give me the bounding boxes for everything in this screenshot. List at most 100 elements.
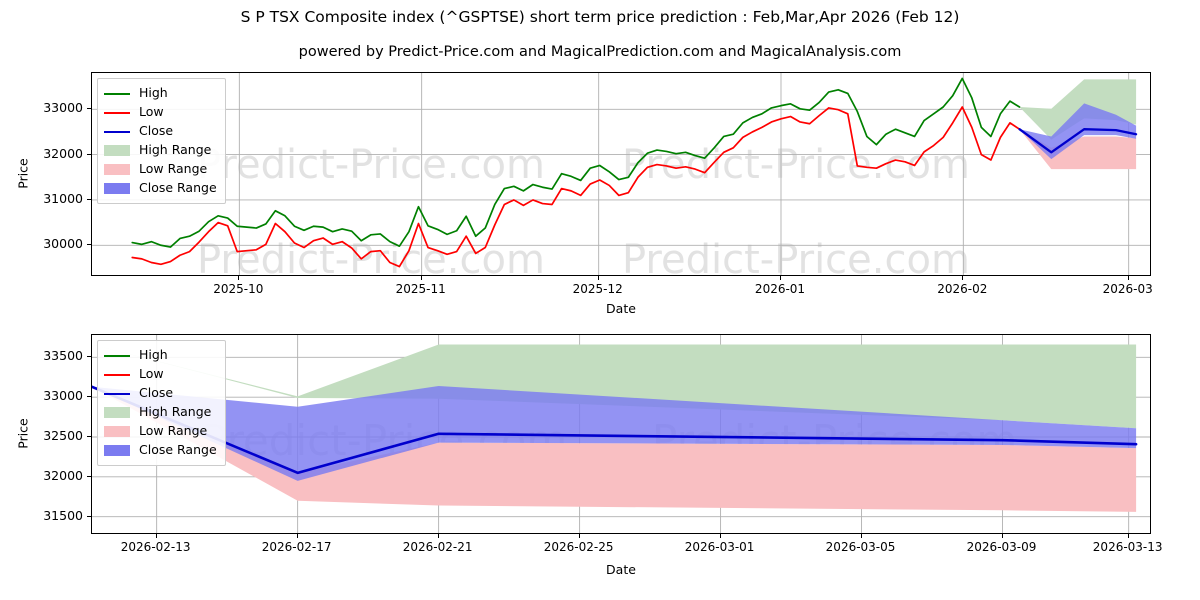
legend-line-swatch bbox=[104, 111, 130, 114]
y-axis-tick-mark bbox=[87, 396, 91, 398]
y-axis-tick-mark bbox=[87, 108, 91, 110]
close-series-line bbox=[92, 385, 1138, 475]
high-series-line bbox=[131, 77, 1021, 248]
y-axis-tick-mark bbox=[87, 356, 91, 358]
low-range-band bbox=[1019, 129, 1137, 170]
y-axis-tick-label: 33500 bbox=[43, 348, 83, 364]
legend-item: High bbox=[104, 84, 217, 103]
legend-item-label: Close Range bbox=[139, 442, 217, 458]
legend-patch-swatch bbox=[104, 445, 130, 456]
x-axis-label-bottom: Date bbox=[606, 562, 636, 577]
x-axis-tick-label: 2025-10 bbox=[213, 282, 264, 296]
legend-item-label: High Range bbox=[139, 404, 212, 420]
legend-item-label: Low Range bbox=[139, 423, 208, 439]
y-axis-tick-label: 32000 bbox=[43, 145, 83, 161]
legend-item: High Range bbox=[104, 403, 217, 422]
x-axis-tick-mark bbox=[296, 534, 298, 538]
legend-top: High Low Close High Range Low Range Close Ran… bbox=[97, 78, 226, 204]
x-axis-tick-mark bbox=[155, 534, 157, 538]
legend-patch-swatch bbox=[104, 183, 130, 194]
legend-item: High bbox=[104, 346, 217, 365]
y-axis-tick-label: 30000 bbox=[43, 236, 83, 252]
y-axis-tick-mark bbox=[87, 198, 91, 200]
watermark: Predict-Price.com bbox=[197, 237, 545, 276]
low-series-line bbox=[131, 106, 1021, 268]
y-axis-tick-mark bbox=[87, 515, 91, 517]
legend-item: Low Range bbox=[104, 422, 217, 441]
x-axis-tick-mark bbox=[1001, 534, 1003, 538]
legend-item-label: Low bbox=[139, 104, 164, 120]
low-range-band bbox=[92, 386, 1137, 512]
legend-line-swatch bbox=[104, 92, 130, 95]
x-axis-tick-mark bbox=[238, 276, 240, 280]
x-axis-tick-mark bbox=[597, 276, 599, 280]
legend-item: Close bbox=[104, 384, 217, 403]
watermark: Predict-Price.com bbox=[197, 142, 545, 188]
legend-item-label: Close Range bbox=[139, 180, 217, 196]
top-plot-area: Predict-Price.com Predict-Price.com Predic… bbox=[92, 73, 1150, 276]
y-axis-tick-label: 33000 bbox=[43, 100, 83, 116]
y-axis-tick-label: 31000 bbox=[43, 190, 83, 206]
legend-item: Low Range bbox=[104, 160, 217, 179]
x-axis-tick-label: 2026-03 bbox=[1102, 282, 1153, 296]
x-axis-tick-mark bbox=[437, 534, 439, 538]
legend-line-swatch bbox=[104, 392, 130, 395]
x-axis-tick-label: 2026-02-25 bbox=[543, 540, 614, 554]
watermark: Predict-Price.com bbox=[622, 142, 970, 188]
y-axis-tick-mark bbox=[87, 475, 91, 477]
x-axis-tick-label: 2026-02-17 bbox=[261, 540, 332, 554]
legend-item: Low bbox=[104, 103, 217, 122]
close-range-band bbox=[1019, 103, 1137, 160]
legend-bottom: High Low Close High Range Low Range Close Ran… bbox=[97, 340, 226, 466]
y-axis-tick-label: 32000 bbox=[43, 467, 83, 483]
y-axis-tick-label: 32500 bbox=[43, 427, 83, 443]
x-axis-tick-mark bbox=[962, 276, 964, 280]
x-axis-tick-label: 2026-03-09 bbox=[966, 540, 1037, 554]
watermark: Predict-Price.com bbox=[622, 237, 970, 276]
x-axis-tick-label: 2026-03-05 bbox=[825, 540, 896, 554]
x-axis-tick-label: 2026-03-01 bbox=[684, 540, 755, 554]
y-axis-tick-mark bbox=[87, 153, 91, 155]
close-series-line bbox=[1018, 128, 1138, 154]
x-axis-tick-label: 2026-01 bbox=[754, 282, 806, 296]
x-axis-tick-label: 2026-02-21 bbox=[402, 540, 473, 554]
y-axis-tick-mark bbox=[87, 436, 91, 437]
x-axis-tick-mark bbox=[1127, 534, 1129, 538]
legend-item: Close bbox=[104, 122, 217, 141]
legend-line-swatch bbox=[104, 130, 130, 133]
x-axis-tick-mark bbox=[1127, 276, 1129, 280]
legend-item-label: Low Range bbox=[139, 161, 208, 177]
y-axis-tick-label: 33000 bbox=[43, 388, 83, 404]
x-axis-tick-label: 2026-02 bbox=[937, 282, 988, 296]
legend-patch-swatch bbox=[104, 426, 130, 437]
x-axis-tick-mark bbox=[780, 276, 781, 280]
legend-item-label: Close bbox=[139, 123, 174, 139]
x-axis-tick-mark bbox=[860, 534, 862, 538]
y-axis-tick-label: 31500 bbox=[43, 507, 83, 523]
x-axis-tick-mark bbox=[578, 534, 580, 538]
x-axis-tick-label: 2026-03-13 bbox=[1092, 540, 1163, 554]
y-axis-tick-mark bbox=[87, 244, 91, 246]
x-axis-tick-label: 2025-12 bbox=[572, 282, 623, 296]
legend-item: Close Range bbox=[104, 179, 217, 198]
x-axis-tick-label: 2026-02-13 bbox=[120, 540, 191, 554]
high-range-band bbox=[1019, 79, 1137, 140]
legend-patch-swatch bbox=[104, 164, 130, 175]
legend-item-label: High bbox=[139, 85, 168, 101]
legend-item-label: High Range bbox=[139, 142, 212, 158]
x-axis-tick-mark bbox=[719, 534, 721, 538]
legend-item-label: Close bbox=[139, 385, 174, 401]
legend-line-swatch bbox=[104, 373, 130, 376]
legend-patch-swatch bbox=[104, 145, 130, 156]
x-axis-tick-mark bbox=[420, 276, 422, 280]
high-range-band bbox=[92, 344, 1137, 429]
x-axis-label-top: Date bbox=[606, 301, 636, 316]
chart-subtitle: powered by Predict-Price.com and Magical… bbox=[298, 44, 902, 60]
legend-item: Close Range bbox=[104, 441, 217, 460]
legend-item: High Range bbox=[104, 141, 217, 160]
legend-patch-swatch bbox=[104, 407, 130, 418]
x-axis-tick-label: 2025-11 bbox=[395, 282, 446, 296]
